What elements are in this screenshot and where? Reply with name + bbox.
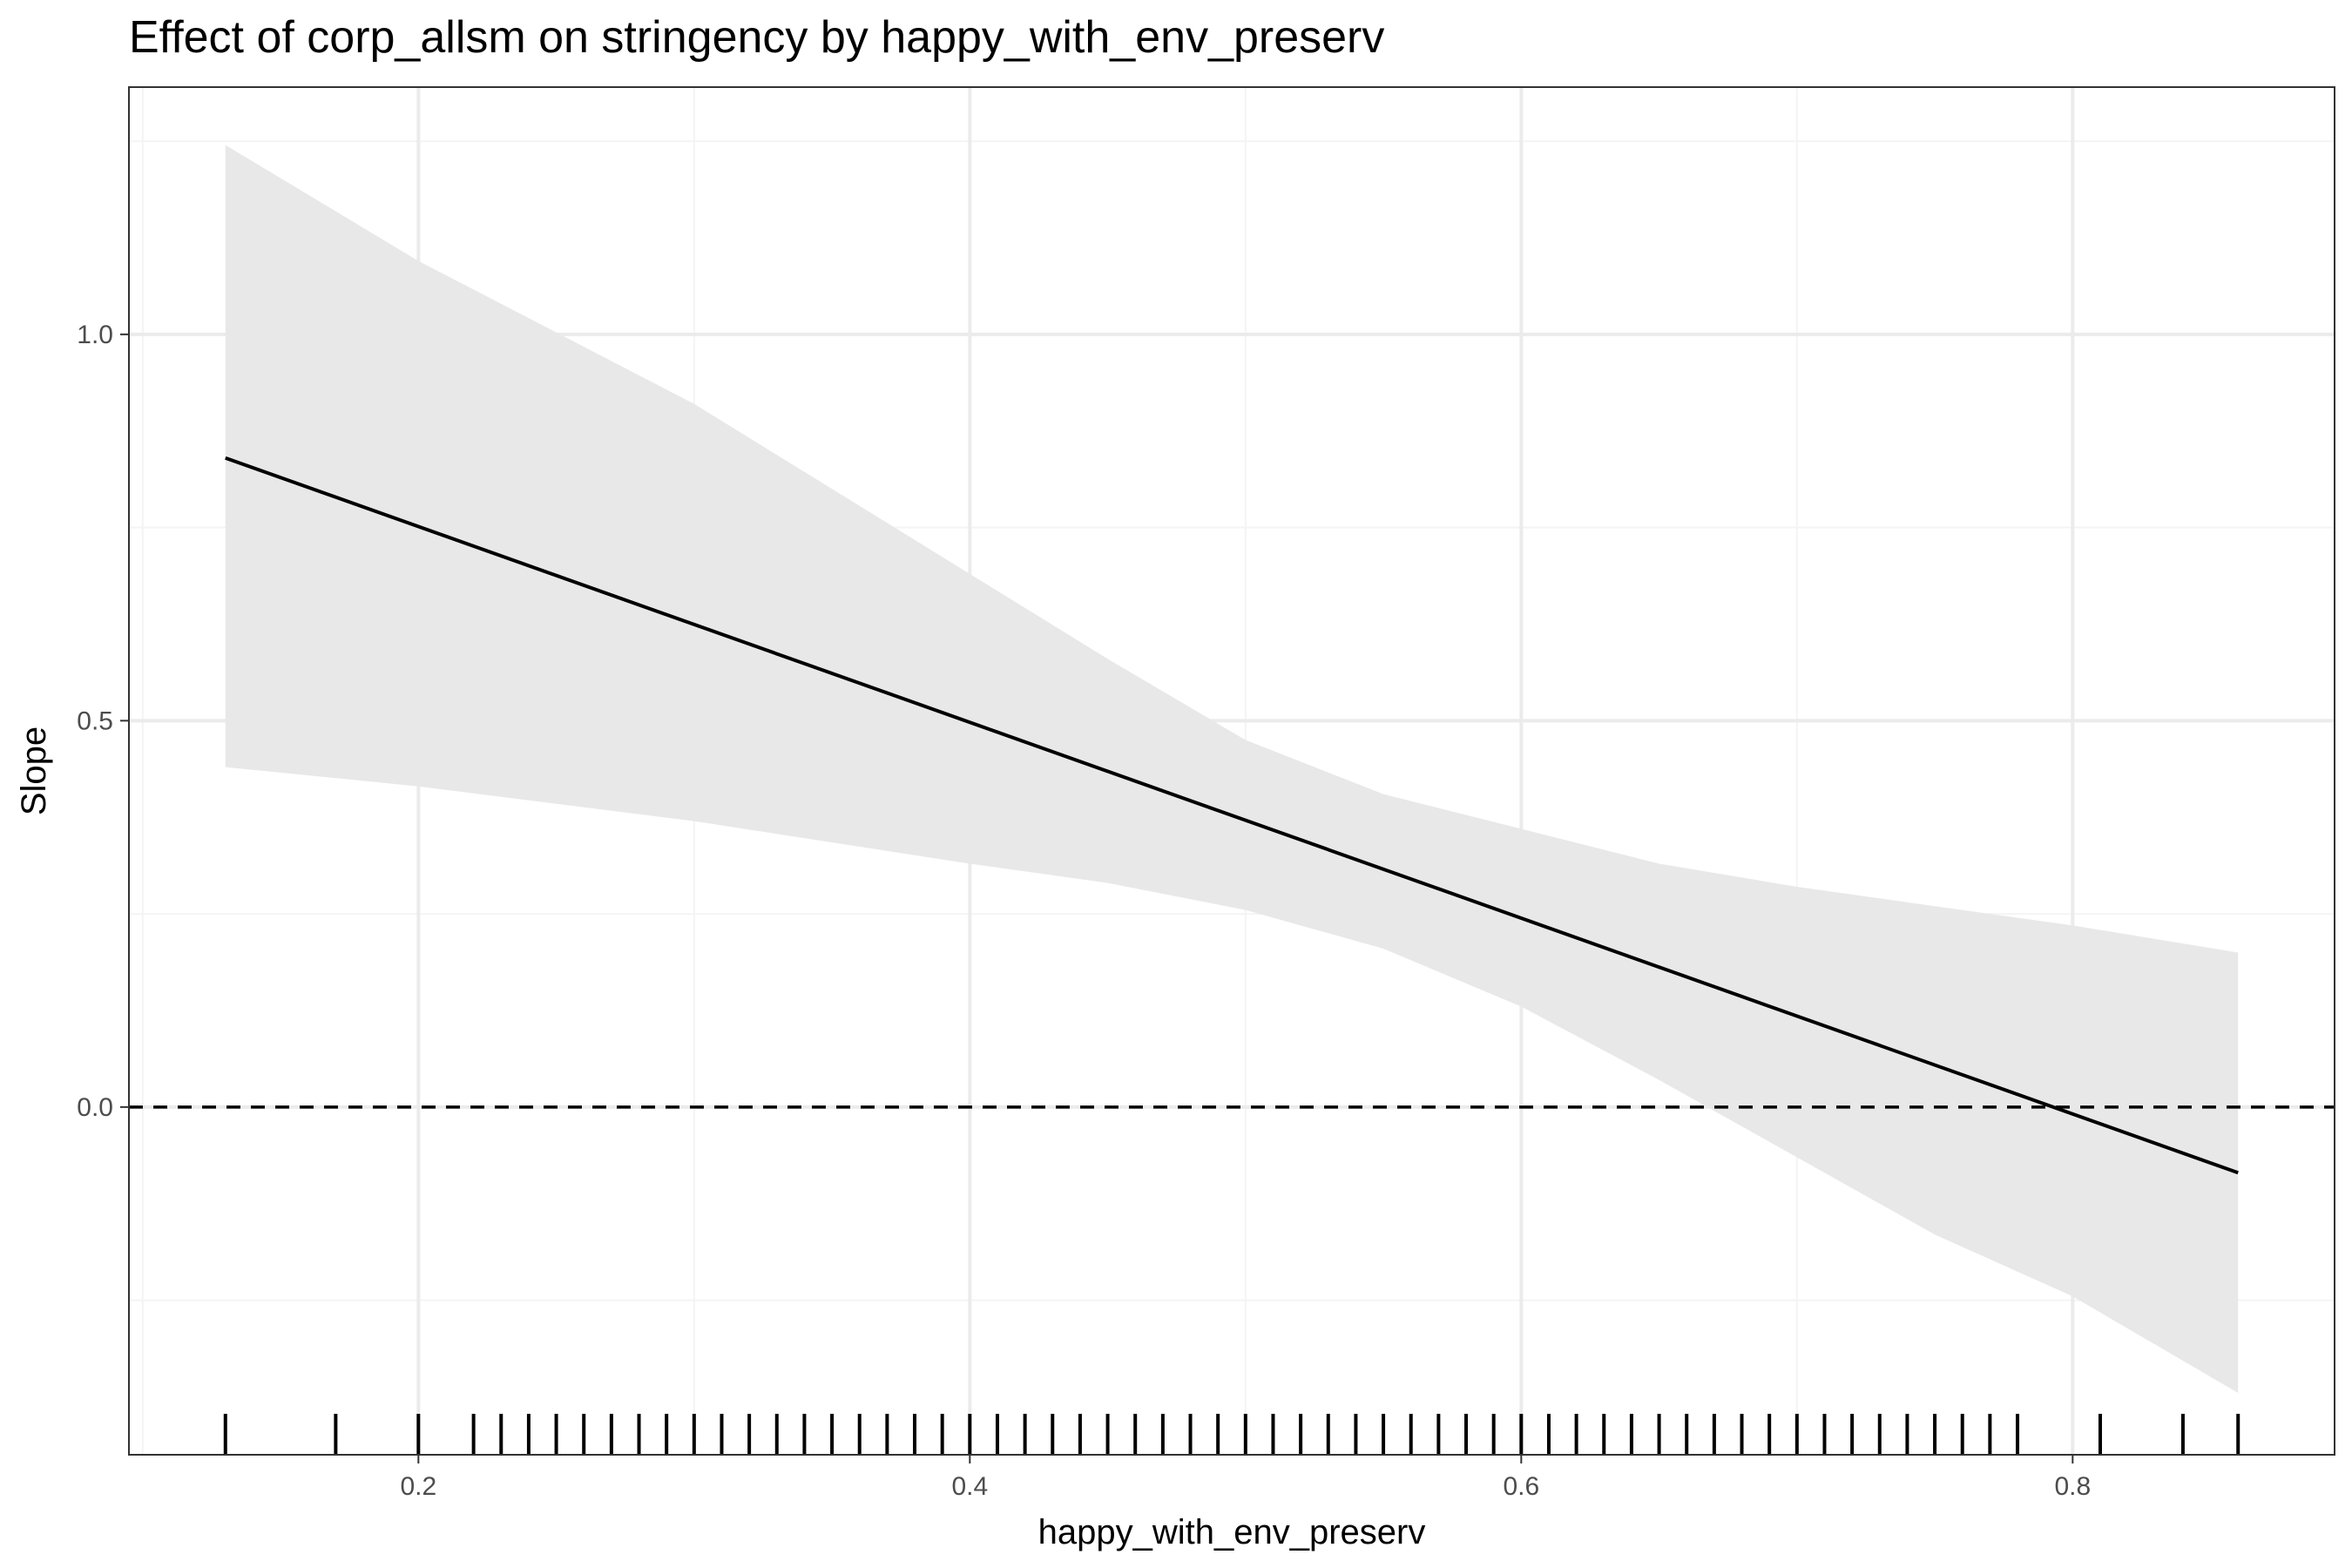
y-tick-label: 0.0 xyxy=(77,1093,113,1122)
confidence-band xyxy=(225,145,2239,1394)
x-axis-title: happy_with_env_preserv xyxy=(1038,1513,1426,1551)
y-tick-label: 0.5 xyxy=(77,706,113,735)
rug-layer xyxy=(223,1414,2240,1455)
x-tick-label: 0.2 xyxy=(400,1472,436,1501)
x-tick-label: 0.6 xyxy=(1503,1472,1539,1501)
y-axis: 0.0 0.5 1.0 xyxy=(77,321,129,1122)
x-axis: 0.2 0.4 0.6 0.8 xyxy=(400,1455,2091,1501)
y-axis-title: Slope xyxy=(15,727,53,815)
x-tick-label: 0.8 xyxy=(2054,1472,2091,1501)
panel-border xyxy=(128,86,2335,1456)
series-line-layer xyxy=(225,456,2239,1175)
slope-line xyxy=(225,456,2239,1175)
x-tick-label: 0.4 xyxy=(951,1472,988,1501)
chart-title: Effect of corp_allsm on stringency by ha… xyxy=(129,12,1384,63)
y-tick-label: 1.0 xyxy=(77,321,113,349)
confidence-band-layer xyxy=(225,145,2239,1394)
